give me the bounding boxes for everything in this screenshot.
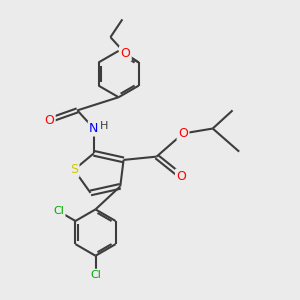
Text: H: H bbox=[100, 121, 108, 130]
Text: O: O bbox=[120, 47, 130, 60]
Text: O: O bbox=[44, 114, 54, 127]
Text: Cl: Cl bbox=[90, 270, 101, 280]
Text: O: O bbox=[176, 170, 186, 183]
Text: Cl: Cl bbox=[53, 206, 64, 216]
Text: O: O bbox=[178, 127, 188, 140]
Text: S: S bbox=[70, 163, 78, 176]
Text: N: N bbox=[89, 122, 98, 135]
